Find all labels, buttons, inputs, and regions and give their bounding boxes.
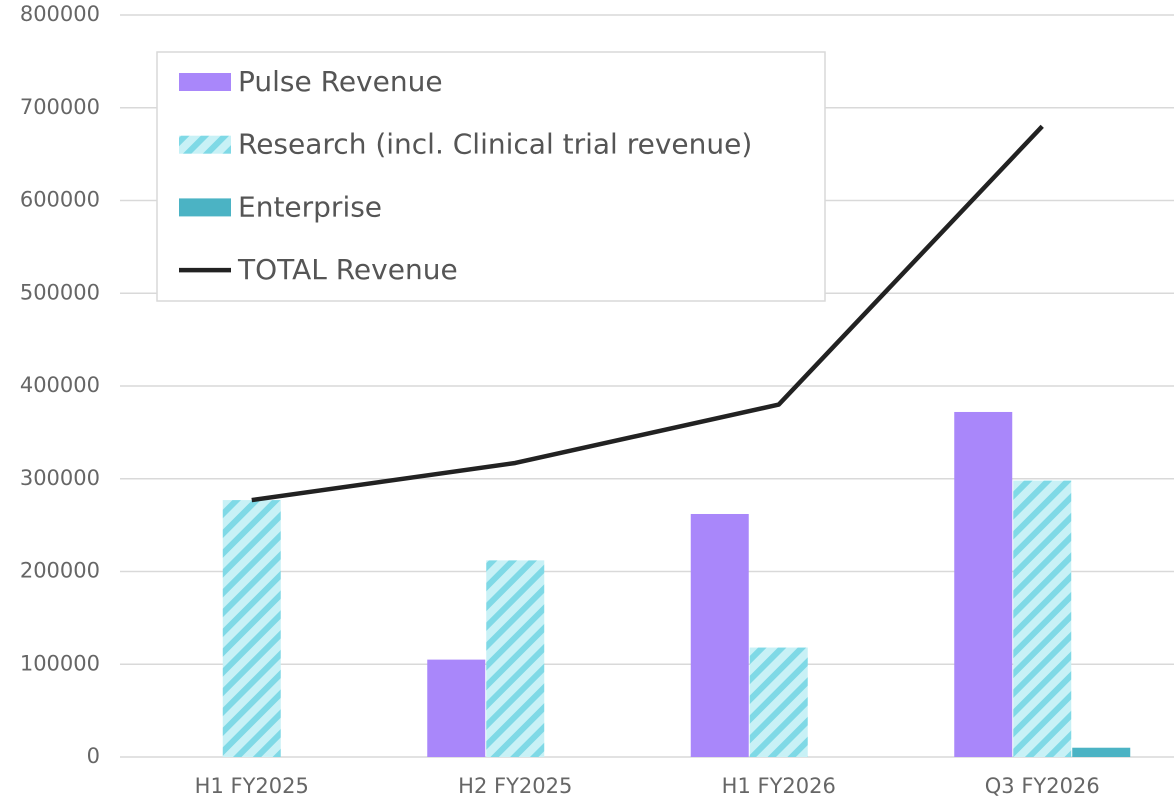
bar	[749, 647, 808, 757]
legend-label: TOTAL Revenue	[237, 253, 458, 286]
y-tick-label: 100000	[20, 651, 100, 675]
bar	[222, 500, 281, 757]
x-tick-label: H2 FY2025	[458, 774, 572, 798]
legend-swatch	[179, 135, 231, 154]
y-tick-label: 300000	[20, 466, 100, 490]
bar	[690, 513, 749, 757]
bar	[1013, 480, 1072, 757]
bar	[1072, 747, 1131, 757]
legend-swatch	[179, 198, 231, 217]
y-tick-label: 200000	[20, 559, 100, 583]
x-tick-label: Q3 FY2026	[985, 774, 1100, 798]
y-tick-label: 600000	[20, 188, 100, 212]
y-tick-label: 800000	[20, 2, 100, 26]
y-tick-label: 0	[87, 744, 100, 768]
line	[251, 124, 1044, 503]
legend-label: Pulse Revenue	[238, 65, 443, 98]
x-tick-label: H1 FY2025	[195, 774, 309, 798]
legend-box	[156, 51, 826, 302]
bar	[954, 411, 1013, 757]
legend-swatch	[179, 73, 231, 91]
x-tick-label: H1 FY2026	[722, 774, 836, 798]
bar	[486, 560, 545, 757]
legend: Pulse Revenue Research (incl. Clinical tr…	[156, 51, 826, 302]
y-tick-label: 700000	[20, 95, 100, 119]
legend-label: Research (incl. Clinical trial revenue)	[238, 128, 752, 161]
y-tick-label: 400000	[20, 373, 100, 397]
legend-label: Enterprise	[238, 190, 382, 223]
y-tick-label: 500000	[20, 280, 100, 304]
bar	[427, 659, 486, 757]
